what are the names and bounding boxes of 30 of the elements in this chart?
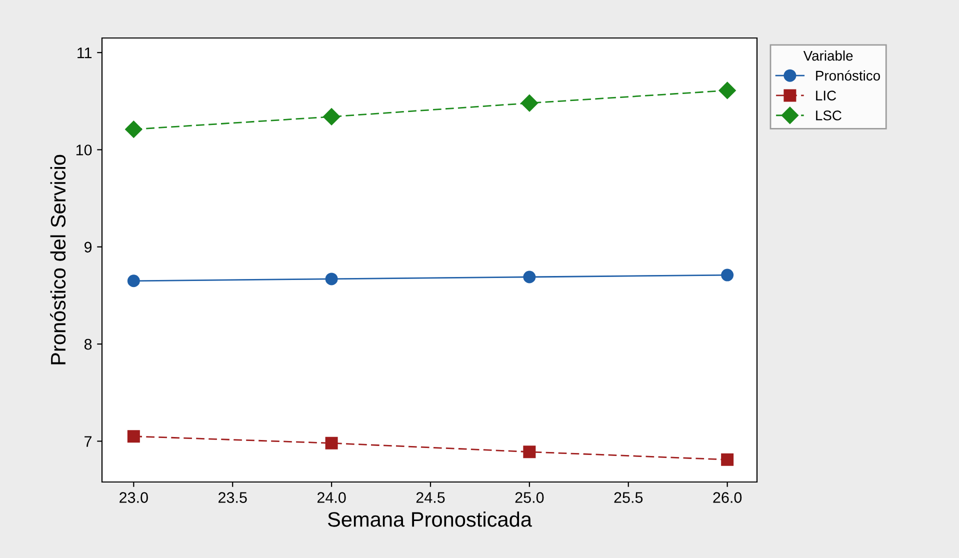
point	[520, 94, 538, 112]
legend-label: LIC	[816, 90, 836, 100]
x-tick-label: 23.0	[120, 492, 148, 503]
y-axis-title: Pronóstico del Servicio	[50, 154, 66, 364]
legend-label: LSC	[816, 110, 842, 120]
y-tick-label: 9	[84, 242, 92, 253]
point	[718, 82, 736, 100]
point	[125, 120, 142, 138]
y-tick-label: 7	[84, 436, 92, 447]
point	[721, 453, 734, 466]
x-tick-label: 25.0	[515, 492, 544, 503]
point	[127, 430, 140, 443]
point	[523, 446, 536, 458]
point	[721, 268, 734, 282]
point	[325, 272, 338, 286]
x-tick-label: 25.5	[614, 492, 643, 503]
point	[325, 436, 338, 450]
x-tick-label: 24.0	[317, 492, 346, 503]
point	[322, 108, 340, 126]
x-tick-label: 26.0	[713, 492, 742, 503]
y-tick-label: 11	[78, 48, 92, 58]
x-tick-label: 23.5	[218, 492, 247, 503]
legend-title: Variable	[803, 50, 853, 61]
x-tick-label: 24.5	[416, 492, 445, 503]
point	[127, 274, 140, 288]
x-axis-title: Semana Pronosticada	[328, 512, 532, 527]
y-tick-label: 10	[76, 144, 92, 156]
point	[523, 270, 536, 284]
legend-label: Pronóstico	[816, 70, 880, 81]
y-tick-label: 8	[84, 338, 92, 350]
